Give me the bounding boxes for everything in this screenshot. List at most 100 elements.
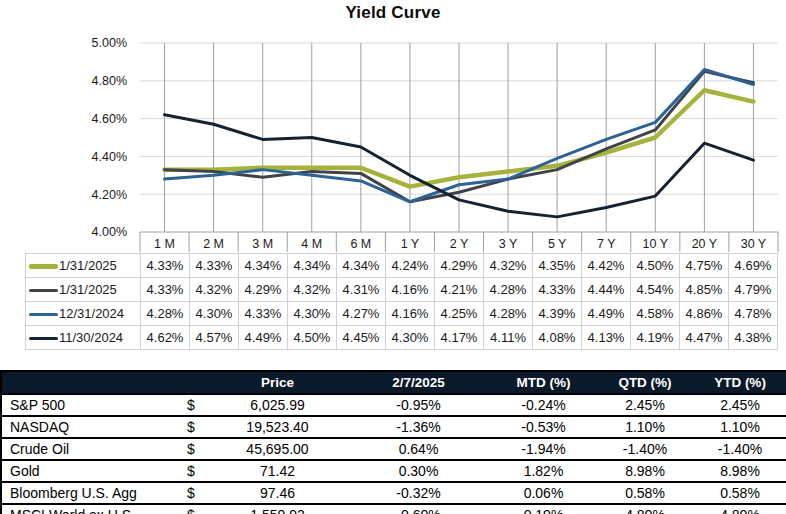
ytd-cell: 8.98%	[694, 460, 786, 482]
x-axis-tick-label: 2 Y	[450, 237, 469, 251]
yield-value-cell: 4.42%	[582, 254, 631, 278]
yield-value-cell: 4.27%	[337, 302, 386, 326]
yield-value-cell: 4.58%	[631, 302, 680, 326]
asset-name-cell: Crude Oil	[1, 438, 181, 460]
ytd-cell: 1.10%	[694, 416, 786, 438]
x-axis-tick-label: 10 Y	[643, 237, 669, 251]
currency-symbol-cell: $	[181, 416, 209, 438]
legend-series-label: 12/31/2024	[59, 306, 124, 321]
legend-row: 1/31/20254.33%4.33%4.34%4.34%4.34%4.24%4…	[26, 254, 778, 278]
yield-data-table: 1/31/20254.33%4.33%4.34%4.34%4.34%4.24%4…	[25, 253, 778, 350]
x-axis-tick-label: 2 M	[203, 237, 224, 251]
summary-header-row: Price 2/7/2025 MTD (%) QTD (%) YTD (%)	[1, 371, 786, 394]
legend-line-swatch	[29, 264, 58, 269]
ytd-cell: 0.58%	[694, 482, 786, 504]
mtd-cell: 1.82%	[491, 460, 596, 482]
summary-row: Crude Oil$45,695.000.64%-1.94%-1.40%-1.4…	[1, 438, 786, 460]
price-cell: 6,025.99	[209, 394, 346, 416]
currency-symbol-cell: $	[181, 460, 209, 482]
mtd-cell: 0.06%	[491, 482, 596, 504]
yield-value-cell: 4.62%	[141, 326, 190, 350]
yield-value-cell: 4.34%	[239, 254, 288, 278]
ytd-cell: -1.40%	[694, 438, 786, 460]
col-header-blank	[1, 371, 209, 394]
yield-value-cell: 4.29%	[239, 278, 288, 302]
qtd-cell: 0.58%	[596, 482, 694, 504]
x-axis-tick-label: 3 Y	[499, 237, 518, 251]
legend-series-cell: 11/30/2024	[26, 326, 141, 350]
summary-row: S&P 500$6,025.99-0.95%-0.24%2.45%2.45%	[1, 394, 786, 416]
yield-value-cell: 4.28%	[484, 278, 533, 302]
yield-value-cell: 4.11%	[484, 326, 533, 350]
legend-series-label: 1/31/2025	[59, 282, 117, 297]
yield-value-cell: 4.44%	[582, 278, 631, 302]
legend-series-cell: 12/31/2024	[26, 302, 141, 326]
yield-value-cell: 4.75%	[680, 254, 729, 278]
yield-value-cell: 4.45%	[337, 326, 386, 350]
y-axis-tick-label: 4.80%	[92, 74, 127, 88]
yield-value-cell: 4.08%	[533, 326, 582, 350]
price-cell: 19,523.40	[209, 416, 346, 438]
yield-value-cell: 4.32%	[288, 278, 337, 302]
legend-line-swatch	[29, 313, 58, 316]
yield-value-cell: 4.19%	[631, 326, 680, 350]
yield-value-cell: 4.50%	[288, 326, 337, 350]
day-change-cell: -1.36%	[346, 416, 491, 438]
qtd-cell: 4.80%	[596, 504, 694, 514]
yield-value-cell: 4.30%	[386, 326, 435, 350]
yield-value-cell: 4.33%	[533, 278, 582, 302]
yield-value-cell: 4.32%	[484, 254, 533, 278]
y-axis-tick-label: 4.40%	[92, 150, 127, 164]
asset-name-cell: S&P 500	[1, 394, 181, 416]
yield-value-cell: 4.30%	[288, 302, 337, 326]
x-axis-tick-label: 6 M	[350, 237, 371, 251]
yield-value-cell: 4.85%	[680, 278, 729, 302]
qtd-cell: -1.40%	[596, 438, 694, 460]
yield-value-cell: 4.16%	[386, 302, 435, 326]
yield-value-cell: 4.49%	[239, 326, 288, 350]
y-axis-tick-label: 4.60%	[92, 112, 127, 126]
yield-value-cell: 4.39%	[533, 302, 582, 326]
qtd-cell: 1.10%	[596, 416, 694, 438]
legend-series-label: 1/31/2025	[59, 258, 117, 273]
legend-line-swatch	[29, 337, 58, 340]
x-axis-tick-label: 7 Y	[597, 237, 616, 251]
yield-value-cell: 4.28%	[141, 302, 190, 326]
yield-value-cell: 4.29%	[435, 254, 484, 278]
yield-curve-chart: 5.00%4.80%4.60%4.40%4.20%4.00%1 M2 M3 M4…	[0, 0, 786, 253]
day-change-cell: 0.30%	[346, 460, 491, 482]
x-axis-tick-label: 4 M	[301, 237, 322, 251]
col-header-price: Price	[209, 371, 346, 394]
yield-value-cell: 4.35%	[533, 254, 582, 278]
legend-line-swatch	[29, 289, 58, 292]
price-cell: 45,695.00	[209, 438, 346, 460]
currency-symbol-cell: $	[181, 504, 209, 514]
yield-value-cell: 4.47%	[680, 326, 729, 350]
asset-name-cell: MSCI World ex U.S.	[1, 504, 181, 514]
legend-row: 1/31/20254.33%4.32%4.29%4.32%4.31%4.16%4…	[26, 278, 778, 302]
price-cell: 97.46	[209, 482, 346, 504]
yield-value-cell: 4.86%	[680, 302, 729, 326]
yield-value-cell: 4.16%	[386, 278, 435, 302]
y-axis-tick-label: 5.00%	[92, 36, 127, 50]
yield-value-cell: 4.30%	[190, 302, 239, 326]
x-axis-tick-label: 1 M	[154, 237, 175, 251]
legend-row: 11/30/20244.62%4.57%4.49%4.50%4.45%4.30%…	[26, 326, 778, 350]
price-cell: 1,559.92	[209, 504, 346, 514]
col-header-date: 2/7/2025	[346, 371, 491, 394]
col-header-mtd: MTD (%)	[491, 371, 596, 394]
yield-value-cell: 4.13%	[582, 326, 631, 350]
y-axis-tick-label: 4.00%	[92, 225, 127, 239]
yield-value-cell: 4.79%	[729, 278, 778, 302]
x-axis-tick-label: 20 Y	[692, 237, 718, 251]
mtd-cell: 0.19%	[491, 504, 596, 514]
summary-row: Gold$71.420.30%1.82%8.98%8.98%	[1, 460, 786, 482]
y-axis-tick-label: 4.20%	[92, 188, 127, 202]
yield-value-cell: 4.33%	[141, 254, 190, 278]
yield-value-cell: 4.57%	[190, 326, 239, 350]
ytd-cell: 4.80%	[694, 504, 786, 514]
yield-value-cell: 4.17%	[435, 326, 484, 350]
yield-value-cell: 4.34%	[288, 254, 337, 278]
qtd-cell: 8.98%	[596, 460, 694, 482]
yield-value-cell: 4.32%	[190, 278, 239, 302]
